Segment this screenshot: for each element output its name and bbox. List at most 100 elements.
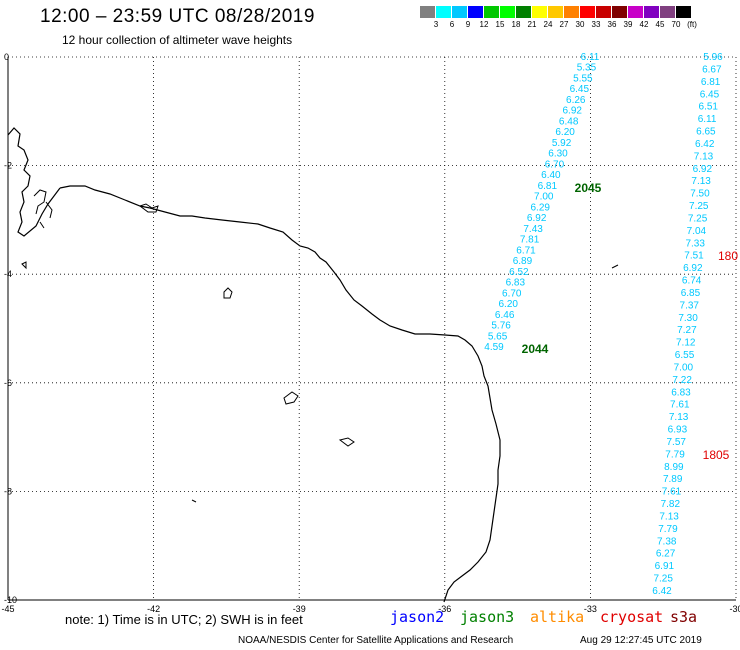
legend-label: 27 [559, 20, 569, 29]
swh-value: 7.12 [676, 338, 696, 349]
swh-value: 6.83 [671, 387, 691, 398]
legend-swatch [548, 6, 564, 18]
legend-swatch [484, 6, 500, 18]
swh-value: 7.57 [666, 437, 686, 448]
swh-value: 6.45 [570, 84, 590, 95]
swh-value: 6.92 [693, 164, 713, 175]
swh-value: 7.04 [687, 226, 707, 237]
x-tick-label: -42 [147, 604, 160, 614]
swh-value: 7.00 [674, 362, 694, 373]
generation-timestamp: Aug 29 12:27:45 UTC 2019 [580, 635, 702, 646]
swh-value: 6.92 [562, 106, 582, 117]
swh-value: 7.37 [680, 300, 700, 311]
x-tick-label: -30 [729, 604, 740, 614]
legend-label: 6 [449, 20, 455, 29]
legend-swatch [532, 6, 548, 18]
swh-value: 6.42 [652, 586, 672, 597]
legend-swatch [564, 6, 580, 18]
swh-value: 6.81 [538, 181, 558, 192]
swh-value: 5.55 [573, 73, 593, 84]
color-legend [420, 6, 692, 18]
pass-time-label: 2045 [575, 181, 602, 195]
swh-value: 6.46 [495, 310, 515, 321]
swh-value: 7.61 [670, 400, 690, 411]
credit-line: NOAA/NESDIS Center for Satellite Applica… [238, 635, 514, 646]
y-tick-label: -2 [4, 161, 12, 171]
legend-swatch [580, 6, 596, 18]
swh-value: 7.51 [684, 251, 704, 262]
island-4 [338, 437, 355, 447]
legend-label: 36 [607, 20, 617, 29]
swh-value: 7.33 [685, 238, 705, 249]
x-tick-label: -33 [584, 604, 597, 614]
legend-label: 9 [465, 20, 471, 29]
map-subtitle: 12 hour collection of altimeter wave hei… [62, 33, 293, 47]
legend-swatch [436, 6, 452, 18]
legend-swatch [452, 6, 468, 18]
swh-value: 7.13 [669, 412, 689, 423]
map-title: 12:00 – 23:59 UTC 08/28/2019 [40, 6, 315, 27]
island-5 [21, 261, 619, 503]
coastline [59, 185, 501, 603]
legend-swatch [612, 6, 628, 18]
swh-value: 7.79 [665, 449, 685, 460]
swh-value: 6.42 [695, 139, 715, 150]
satellite-altika: altika [530, 608, 585, 626]
swh-value: 7.22 [672, 375, 692, 386]
swh-value: 6.20 [555, 127, 575, 138]
island-3 [283, 391, 299, 405]
swh-value: 6.11 [581, 52, 600, 63]
swh-value: 6.74 [682, 276, 702, 287]
y-tick-label: -8 [4, 486, 12, 496]
legend-swatch [676, 6, 692, 18]
legend-swatch [468, 6, 484, 18]
swh-value: 6.20 [498, 299, 518, 310]
swh-value: 7.25 [653, 574, 673, 585]
swh-value: 6.85 [681, 288, 701, 299]
swh-value: 5.96 [703, 52, 723, 63]
legend-label: 18 [511, 20, 521, 29]
swh-value: 7.50 [690, 189, 710, 200]
swh-value: 5.92 [552, 138, 572, 149]
swh-value: 7.13 [691, 176, 711, 187]
coastline-north-inner [33, 189, 53, 229]
y-tick-label: 0 [4, 52, 9, 62]
swh-value: 7.82 [661, 499, 681, 510]
swh-value: 7.00 [534, 192, 554, 203]
legend-swatch [628, 6, 644, 18]
legend-label: 15 [495, 20, 505, 29]
y-tick-label: -10 [4, 595, 17, 605]
legend-swatch [516, 6, 532, 18]
x-tick-label: -45 [1, 604, 14, 614]
legend-label: 33 [591, 20, 601, 29]
swh-value: 7.81 [520, 235, 540, 246]
swh-value: 6.91 [655, 561, 675, 572]
satellite-jason2: jason2 [390, 608, 445, 626]
swh-value: 5.76 [491, 321, 511, 332]
legend-swatch [500, 6, 516, 18]
legend-label: 3 [433, 20, 439, 29]
swh-value: 7.25 [689, 201, 709, 212]
swh-value: 7.13 [694, 151, 714, 162]
pass-time-label: 2044 [522, 342, 549, 356]
axis-ticks: -45 -42 -39 -36 -33 -30 0 -2 -4 -6 -8 -10 [1, 52, 740, 614]
legend-label: 30 [575, 20, 585, 29]
swh-value: 6.71 [516, 245, 536, 256]
swh-value: 6.83 [506, 278, 526, 289]
swh-value: 6.11 [698, 114, 717, 125]
swh-value: 7.30 [678, 313, 698, 324]
legend-label: 39 [623, 20, 633, 29]
swh-value: 6.45 [700, 89, 720, 100]
y-tick-label: -4 [4, 269, 12, 279]
swh-value: 6.70 [502, 288, 522, 299]
x-tick-label: -39 [293, 604, 306, 614]
swh-value: 7.25 [688, 213, 708, 224]
swh-value: 7.13 [659, 511, 679, 522]
legend-label: 70 [671, 20, 681, 29]
legend-label: 24 [543, 20, 553, 29]
legend-swatch [660, 6, 676, 18]
pass-time-label: 180 [718, 249, 738, 263]
legend-label: 12 [479, 20, 489, 29]
legend-swatch [420, 6, 436, 18]
